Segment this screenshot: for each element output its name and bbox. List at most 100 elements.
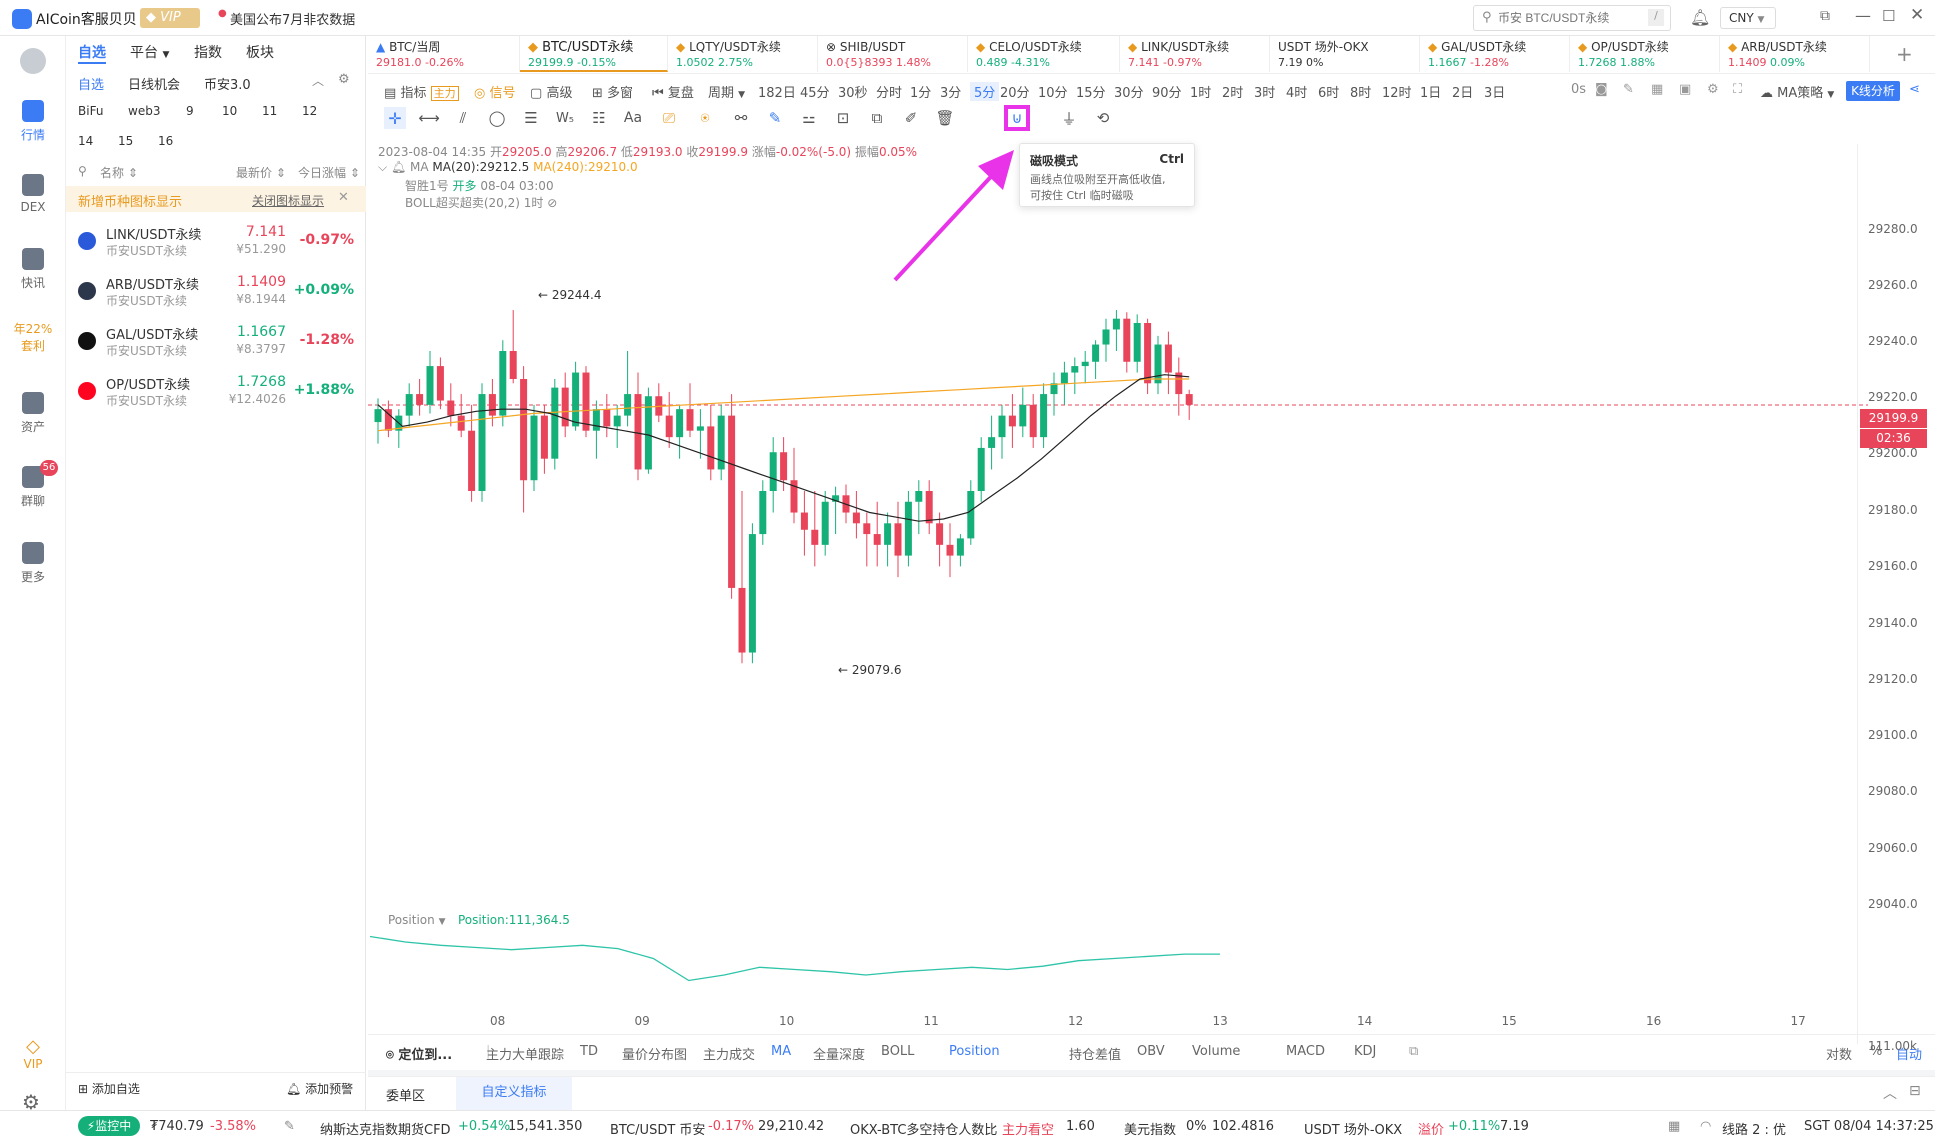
indicator-10[interactable]: Volume xyxy=(1192,1044,1241,1059)
status-usdt[interactable]: USDT 场外-OKX xyxy=(1304,1123,1403,1138)
period-11[interactable]: 90分 xyxy=(1152,86,1182,101)
nav-dex[interactable]: DEX xyxy=(0,174,66,214)
pen-icon[interactable]: ✎ xyxy=(284,1119,295,1134)
nav-news[interactable]: 快讯 xyxy=(0,248,66,291)
period-18[interactable]: 12时 xyxy=(1382,86,1412,101)
tab-watchlist[interactable]: 自选 xyxy=(78,45,106,61)
kline-analysis-button[interactable]: K线分析 xyxy=(1846,81,1900,101)
period-10[interactable]: 30分 xyxy=(1114,86,1144,101)
period-16[interactable]: 6时 xyxy=(1318,86,1340,101)
nav-arbitrage[interactable]: 年22% 套利 xyxy=(13,322,53,353)
tab-btc-quarter[interactable]: ▲ BTC/当周 29181.0 -0.26% xyxy=(368,36,520,72)
tab-btc-perp[interactable]: ◆ BTC/USDT永续 29199.9 -0.15% xyxy=(520,36,668,72)
indicator-8[interactable]: 持仓差值 xyxy=(1069,1048,1122,1063)
pen-icon[interactable]: ✎ xyxy=(1623,82,1634,97)
multi-window-button[interactable]: ⊞ 多窗 xyxy=(592,82,633,101)
period-2[interactable]: 30秒 xyxy=(838,86,868,101)
group-11[interactable]: 11 xyxy=(262,104,278,118)
candlestick-chart[interactable] xyxy=(368,211,1868,771)
camera-icon[interactable]: ◙ xyxy=(1595,82,1608,97)
group-9[interactable]: 9 xyxy=(186,104,194,118)
wave-icon[interactable]: W₅ xyxy=(555,110,575,126)
copy-icon[interactable]: ⧉ xyxy=(871,109,883,127)
status-line[interactable]: 线路 2 : 优 xyxy=(1722,1123,1787,1138)
add-tab-icon[interactable]: + xyxy=(1896,42,1913,66)
period-8[interactable]: 10分 xyxy=(1038,86,1068,101)
tab-op[interactable]: ◆ OP/USDT永续 1.7268 1.88% xyxy=(1570,36,1720,72)
signal-button[interactable]: ◎ 信号 xyxy=(474,82,516,101)
share-icon[interactable]: ⋖ xyxy=(1909,82,1920,97)
minimize-icon[interactable]: — xyxy=(1855,6,1871,25)
period-15[interactable]: 4时 xyxy=(1286,86,1308,101)
tab-lqty[interactable]: ◆ LQTY/USDT永续 1.0502 2.75% xyxy=(668,36,818,72)
period-button[interactable]: 周期 ▼ xyxy=(708,82,745,101)
period-0[interactable]: 182日 xyxy=(758,86,796,101)
splitter[interactable] xyxy=(368,1070,1935,1076)
trend-line-icon[interactable]: ⫽ xyxy=(459,109,467,127)
trash-icon[interactable]: 🗑︎ xyxy=(935,109,955,127)
edit-icon[interactable]: ✐ xyxy=(904,109,918,127)
chevron-up-icon[interactable]: ︿ xyxy=(312,74,325,88)
log-scale-toggle[interactable]: 对数 xyxy=(1826,1048,1853,1063)
group-10[interactable]: 10 xyxy=(222,104,238,118)
tab-sector[interactable]: 板块 xyxy=(246,45,274,61)
measure-icon[interactable]: ⎚ xyxy=(662,109,675,127)
period-7[interactable]: 20分 xyxy=(1000,86,1030,101)
nav-vip[interactable]: ◇ VIP xyxy=(0,1036,66,1071)
watch-row[interactable]: OP/USDT永续 币安USDT永续 1.7268 ¥12.4026 +1.88… xyxy=(66,368,366,418)
indicator-11[interactable]: MACD xyxy=(1286,1044,1325,1059)
indicator-12[interactable]: KDJ xyxy=(1354,1044,1377,1059)
lock-icon[interactable]: ⊡ xyxy=(836,109,850,127)
globe-icon[interactable] xyxy=(20,48,46,74)
period-1[interactable]: 45分 xyxy=(800,86,830,101)
group-web3[interactable]: web3 xyxy=(128,104,161,118)
crosshair-icon[interactable]: ✛ xyxy=(384,107,406,129)
maximize-icon[interactable]: ☐ xyxy=(1882,7,1896,25)
group-15[interactable]: 15 xyxy=(118,134,134,148)
tab-platform[interactable]: 平台 ▼ xyxy=(130,42,169,62)
nav-market[interactable]: 行情 xyxy=(0,100,66,143)
period-19[interactable]: 1日 xyxy=(1420,86,1442,101)
ma-legend[interactable]: ⌵ 🔔︎ MA MA(20):29212.5 MA(240):29210.0 xyxy=(378,160,638,175)
text-tool-icon[interactable]: Aa xyxy=(623,110,643,126)
group-16[interactable]: 16 xyxy=(158,134,174,148)
settings-icon[interactable]: ⚙ xyxy=(22,1090,40,1114)
tab-link[interactable]: ◆ LINK/USDT永续 7.141 -0.97% xyxy=(1120,36,1270,72)
indicator-button[interactable]: ▤ 指标 主力 xyxy=(384,82,459,101)
bell-icon[interactable]: 🔔︎ xyxy=(1690,8,1711,27)
indicator-3[interactable]: 主力成交 xyxy=(703,1048,756,1063)
link-icon[interactable]: ⚯ xyxy=(734,109,748,127)
tab-usdt-otc[interactable]: USDT 场外-OKX 7.19 0% xyxy=(1270,36,1420,72)
settings-icon[interactable]: ⚙ xyxy=(1707,82,1719,97)
horizontal-ray-icon[interactable]: ⟷ xyxy=(418,109,440,127)
vip-badge[interactable]: ◆ VIP xyxy=(140,8,200,28)
position-chart[interactable] xyxy=(368,926,1868,996)
tab-custom-indicator[interactable]: 自定义指标 xyxy=(456,1077,572,1111)
add-watch-button[interactable]: ⊞ 添加自选 xyxy=(78,1080,140,1097)
period-3[interactable]: 分时 xyxy=(876,86,903,101)
watch-row[interactable]: LINK/USDT永续 币安USDT永续 7.141 ¥51.290 -0.97… xyxy=(66,218,366,268)
collapse-right-icon[interactable] xyxy=(1895,144,1907,174)
app-title[interactable]: AICoin客服贝贝 xyxy=(36,12,137,28)
auto-scale-toggle[interactable]: 自动 xyxy=(1896,1048,1923,1063)
period-13[interactable]: 2时 xyxy=(1222,86,1244,101)
status-okx[interactable]: OKX-BTC多空持仓人数比 xyxy=(850,1123,998,1138)
watch-row[interactable]: ARB/USDT永续 币安USDT永续 1.1409 ¥8.1944 +0.09… xyxy=(66,268,366,318)
brush-icon[interactable]: ✎ xyxy=(768,109,782,127)
layout-icon[interactable]: ▦ xyxy=(1651,82,1664,97)
replay-button[interactable]: ⏮ 复盘 xyxy=(652,82,694,101)
status-usd[interactable]: 美元指数 xyxy=(1124,1123,1177,1138)
nav-chat[interactable]: 群聊 56 xyxy=(0,460,66,509)
close-icons-link[interactable]: 关闭图标显示 xyxy=(252,194,325,208)
subtab-daily[interactable]: 日线机会 xyxy=(128,78,181,93)
close-icon[interactable]: ✕ xyxy=(1910,5,1925,25)
tab-gal[interactable]: ◆ GAL/USDT永续 1.1667 -1.28% xyxy=(1420,36,1570,72)
tab-arb[interactable]: ◆ ARB/USDT永续 1.1409 0.09% xyxy=(1720,36,1870,72)
news-ticker[interactable]: 美国公布7月非农数据 xyxy=(230,13,356,28)
parallel-lines-icon[interactable]: ☰ xyxy=(524,109,538,127)
layout-icon[interactable]: ▦ xyxy=(1668,1119,1681,1134)
search-box[interactable]: ⚲ / xyxy=(1473,5,1671,31)
period-5[interactable]: 3分 xyxy=(940,86,962,101)
position-select[interactable]: Position ▼ xyxy=(388,913,445,927)
indicator-1[interactable]: TD xyxy=(580,1044,598,1059)
